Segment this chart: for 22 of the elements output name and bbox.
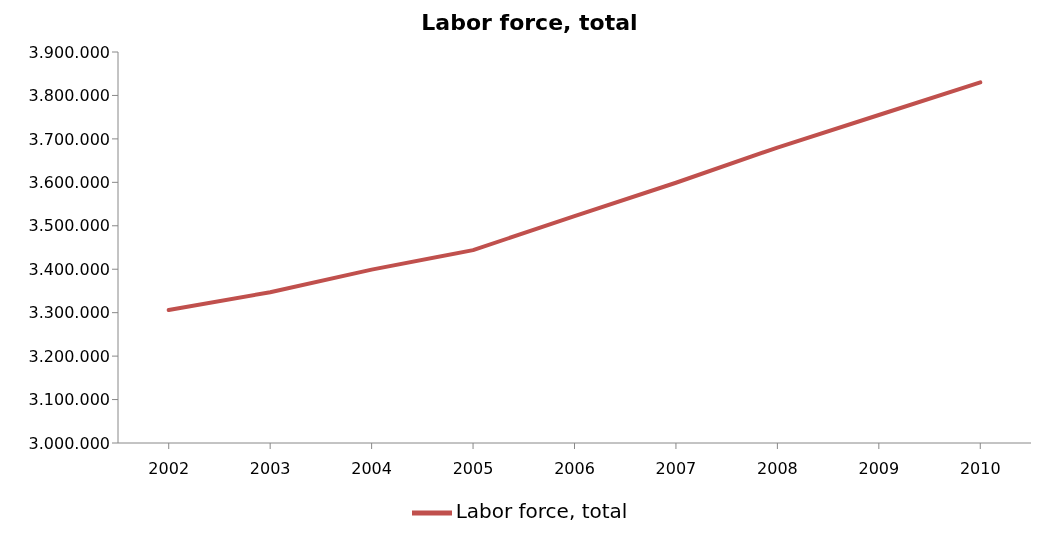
x-tick-label: 2007 <box>655 459 697 479</box>
y-tick-label: 3.500.000 <box>28 216 110 236</box>
legend-label: Labor force, total <box>455 498 628 523</box>
x-tick-label: 2006 <box>554 459 595 479</box>
x-tick-label: 2008 <box>757 459 798 479</box>
y-tick-label: 3.300.000 <box>28 303 110 323</box>
y-tick-label: 3.700.000 <box>28 129 110 149</box>
x-tick-label: 2010 <box>959 459 1001 479</box>
x-tick-label: 2004 <box>351 459 392 479</box>
chart-title: Labor force, total <box>420 9 639 37</box>
x-tick-label: 2009 <box>858 459 900 479</box>
y-tick-label: 3.800.000 <box>28 86 110 106</box>
y-tick-label: 3.200.000 <box>28 346 110 366</box>
x-tick-label: 2002 <box>148 459 190 479</box>
x-tick-label: 2005 <box>452 459 494 479</box>
y-tick-label: 3.900.000 <box>28 42 110 62</box>
y-tick-label: 3.000.000 <box>28 433 110 453</box>
y-tick-label: 3.400.000 <box>28 259 110 279</box>
line-series <box>166 80 983 313</box>
y-tick-label: 3.600.000 <box>28 173 110 193</box>
y-tick-label: 3.100.000 <box>28 390 110 410</box>
x-tick-label: 2003 <box>249 459 291 479</box>
